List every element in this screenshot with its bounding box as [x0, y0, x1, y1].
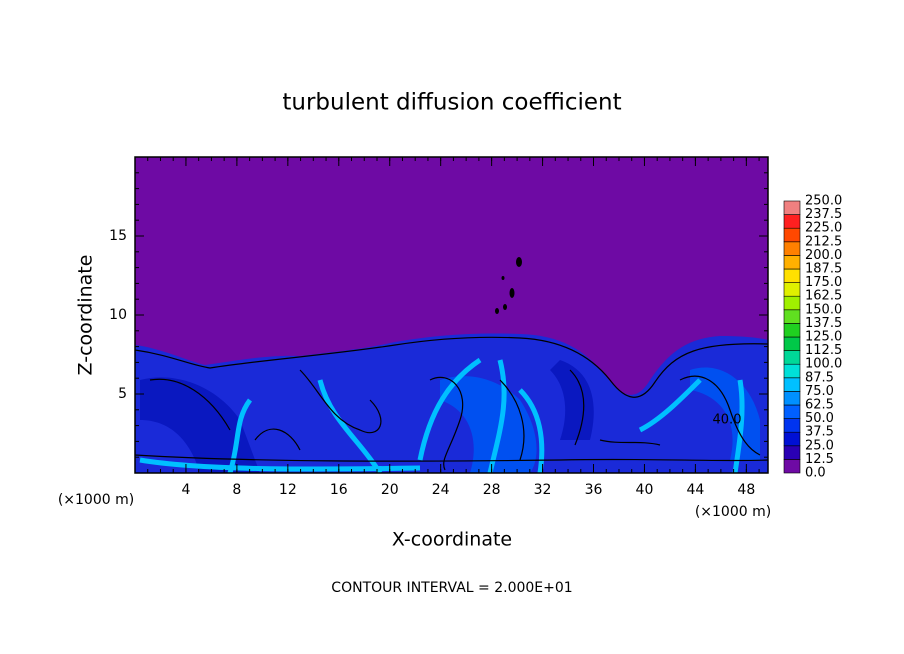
blobs [495, 257, 522, 314]
colorbar-label: 87.5 [805, 370, 834, 385]
colorbar-box [783, 255, 801, 270]
colorbar-label: 25.0 [805, 438, 834, 453]
strands [139, 357, 745, 473]
colorbar-box [783, 282, 801, 297]
colorbar-box [783, 418, 801, 433]
x-tick-label: 8 [232, 482, 241, 498]
x-tick-label: 4 [181, 482, 190, 498]
footnote: CONTOUR INTERVAL = 2.000E+01 [331, 580, 572, 596]
colorbar-box [783, 377, 801, 392]
colorbar-label: 162.5 [805, 289, 842, 304]
colorbar-label: 250.0 [805, 194, 842, 209]
colorbar-box [783, 431, 801, 447]
colorbar-box [783, 241, 801, 256]
colorbar-label: 112.5 [805, 343, 842, 358]
colorbar-label: 200.0 [805, 248, 842, 263]
colorbar-box [783, 227, 801, 243]
region [140, 377, 260, 473]
contour-label: 40.0 [713, 413, 742, 428]
x-axis-label: X-coordinate [392, 529, 512, 551]
colorbar-box [783, 459, 801, 474]
chart-title: turbulent diffusion coefficient [282, 90, 621, 116]
colorbar-label: 125.0 [805, 330, 842, 345]
colorbar-label: 37.5 [805, 425, 834, 440]
colorbar-label: 225.0 [805, 221, 842, 236]
colorbar-box [783, 268, 801, 283]
contour-lines [135, 336, 768, 471]
x-unit-label: (×1000 m) [695, 504, 771, 520]
x-tick-label: 44 [686, 482, 704, 498]
colorbar-box [783, 350, 801, 365]
x-tick-label: 36 [585, 482, 603, 498]
colorbar-box [783, 309, 801, 324]
colorbar-box [783, 214, 801, 229]
colorbar-label: 212.5 [805, 234, 842, 249]
colorbar-label: 62.5 [805, 398, 834, 413]
region [440, 376, 537, 473]
colorbar-label: 75.0 [805, 384, 834, 399]
field [135, 257, 768, 473]
colorbar-label: 137.5 [805, 316, 842, 331]
x-tick-label: 28 [483, 482, 501, 498]
colorbar-box [783, 391, 801, 406]
colorbar-box [783, 323, 801, 338]
colorbar-box [783, 404, 801, 419]
colorbar-label: 0.0 [805, 466, 826, 481]
x-tick-label: 20 [381, 482, 399, 498]
colorbar-label: 100.0 [805, 357, 842, 372]
y-tick-label: 15 [109, 228, 127, 244]
colorbar-label: 50.0 [805, 411, 834, 426]
colorbar-label: 150.0 [805, 302, 842, 317]
x-unit-label: (×1000 m) [58, 492, 134, 508]
colorbar-label: 175.0 [805, 275, 842, 290]
x-tick-label: 40 [636, 482, 654, 498]
y-tick-label: 10 [109, 307, 127, 323]
colorbar-box [783, 336, 801, 351]
x-tick-label: 32 [534, 482, 552, 498]
colorbar-label: 187.5 [805, 262, 842, 277]
colorbar-box [783, 295, 801, 311]
y-axis-label: Z-coordinate [75, 255, 97, 376]
colorbar-box [783, 363, 801, 379]
x-tick-label: 24 [432, 482, 450, 498]
colorbar-label: 237.5 [805, 207, 842, 222]
x-tick-label: 48 [737, 482, 755, 498]
x-tick-label: 16 [330, 482, 348, 498]
colorbar-box [783, 200, 801, 215]
colorbar-box [783, 445, 801, 460]
x-tick-label: 12 [279, 482, 297, 498]
colorbar-label: 12.5 [805, 452, 834, 467]
y-tick-label: 5 [118, 386, 127, 402]
